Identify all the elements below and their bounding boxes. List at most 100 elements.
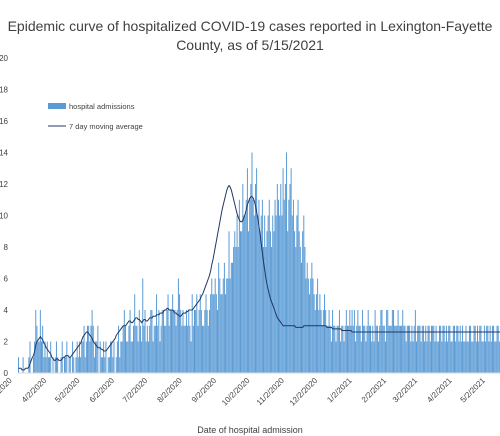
bar (271, 247, 273, 373)
bar (91, 310, 93, 373)
bar (465, 325, 467, 373)
bar (344, 325, 346, 373)
bar (177, 278, 179, 373)
x-tick-label: 1/2/2021 (325, 376, 354, 405)
bar (147, 341, 149, 373)
bar (156, 294, 158, 373)
bar (258, 199, 260, 373)
bar (280, 184, 282, 373)
bar (195, 310, 197, 373)
bar (296, 215, 298, 373)
bar (401, 325, 403, 373)
bar (475, 341, 477, 373)
bar (299, 247, 301, 373)
bar (187, 325, 189, 373)
bar (118, 325, 120, 373)
bar (459, 325, 461, 373)
bar (124, 325, 126, 373)
bar (474, 325, 476, 373)
bar (277, 199, 279, 373)
bar (240, 231, 242, 373)
bar (194, 310, 195, 373)
bar (236, 215, 238, 373)
bar (150, 310, 152, 373)
bar (133, 325, 135, 373)
bar (169, 310, 171, 373)
bar (113, 341, 115, 373)
bar (110, 341, 112, 373)
bar (35, 310, 37, 373)
bar (348, 325, 350, 373)
bar (359, 325, 361, 373)
bar (260, 215, 262, 373)
bar (144, 310, 146, 373)
bar (89, 341, 91, 373)
bar (318, 310, 320, 373)
bar (470, 325, 472, 373)
bar (360, 341, 362, 373)
bar (242, 184, 244, 373)
bar (436, 341, 438, 373)
bar (410, 341, 412, 373)
bar (137, 341, 139, 373)
bar (320, 310, 322, 373)
bar (152, 341, 154, 373)
bar (231, 262, 233, 373)
bar (29, 341, 31, 373)
bar (397, 310, 399, 373)
bar (388, 325, 390, 373)
y-tick-label: 12 (0, 180, 9, 189)
bar (233, 247, 235, 373)
bar (18, 357, 19, 373)
bar (304, 247, 306, 373)
x-tick-label: 12/2/2020 (288, 376, 320, 408)
bar (200, 310, 202, 373)
bar (338, 310, 340, 373)
bar (122, 325, 124, 373)
bar (306, 262, 308, 373)
bar (424, 341, 426, 373)
bar (244, 215, 246, 373)
bar (329, 325, 331, 373)
bar (42, 325, 44, 373)
bar (220, 294, 222, 373)
bar (226, 278, 228, 373)
bar (46, 341, 48, 373)
bar (498, 341, 500, 373)
bar (495, 341, 497, 373)
bar (95, 341, 97, 373)
bar (235, 247, 237, 373)
bar (283, 199, 285, 373)
bar (383, 325, 385, 373)
bar (39, 310, 41, 373)
bar (437, 341, 439, 373)
bar (292, 199, 294, 373)
bar (237, 247, 239, 373)
x-tick-label: 3/2/2021 (391, 376, 420, 405)
bar (343, 341, 345, 373)
bar (315, 294, 317, 373)
bar (282, 168, 284, 373)
bar (32, 357, 34, 373)
bar (439, 325, 441, 373)
bar (75, 357, 77, 373)
bar (314, 310, 316, 373)
y-tick-label: 20 (0, 54, 9, 63)
bar (135, 325, 137, 373)
bar (43, 357, 45, 373)
bar (319, 294, 321, 373)
bar (371, 341, 373, 373)
bar (379, 325, 381, 373)
bar (251, 152, 253, 373)
bar (441, 341, 443, 373)
bar (420, 341, 422, 373)
bar (92, 325, 94, 373)
bar (487, 325, 489, 373)
bar (138, 310, 140, 373)
bar (188, 310, 190, 373)
bar (219, 278, 221, 373)
bar (381, 310, 383, 373)
bar (172, 294, 174, 373)
bar (406, 325, 408, 373)
bar (96, 341, 98, 373)
